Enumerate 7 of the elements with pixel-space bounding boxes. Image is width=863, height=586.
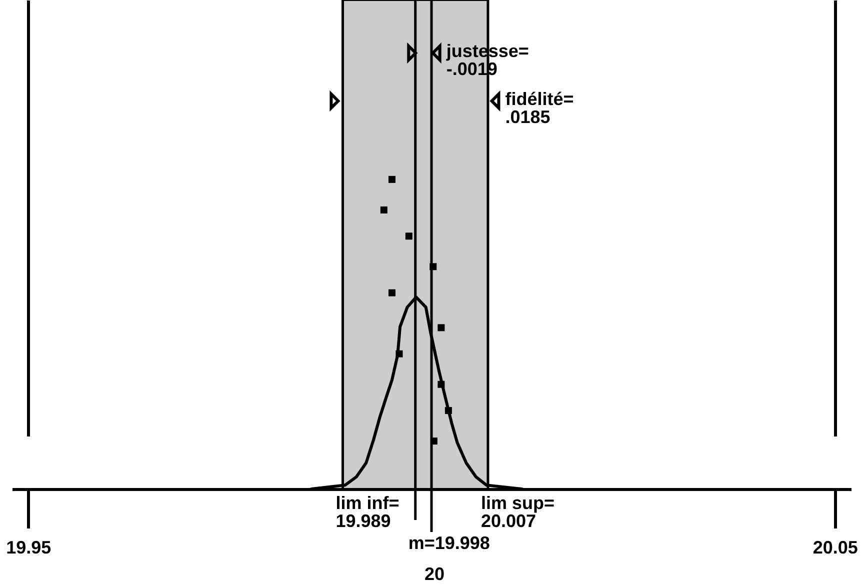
ref-line-label: lim inf= 19.989 [336, 493, 400, 531]
x-tick-label: 19.95 [6, 538, 52, 558]
ref-line-label: 20 [424, 564, 445, 584]
ref-line-label: lim sup= 20.007 [480, 493, 554, 531]
ref-line-label: m=19.998 [408, 533, 490, 553]
x-tick-label: 20.05 [812, 538, 858, 558]
annotation: fidélité= .0185 [505, 88, 574, 127]
